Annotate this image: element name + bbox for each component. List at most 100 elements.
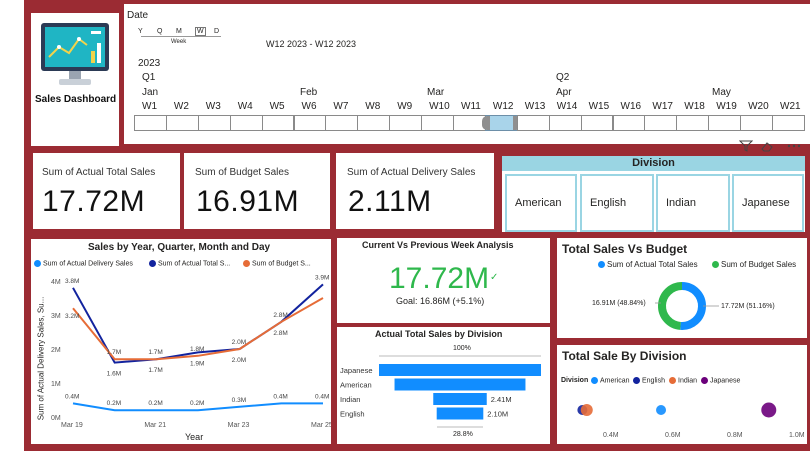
timeline-week-label: W8: [365, 101, 381, 112]
timeline-week-cell[interactable]: [612, 115, 646, 131]
timeline-week-label: W5: [269, 101, 285, 112]
funnel-bar: [394, 378, 526, 391]
scatter-title: Total Sale By Division: [562, 349, 687, 363]
timeline-week-cell[interactable]: [293, 115, 327, 131]
more-options-icon[interactable]: [786, 143, 802, 149]
timeline-week-label: W21: [780, 101, 801, 112]
timeline-week-label: W4: [237, 101, 253, 112]
data-label: 1.9M: [190, 360, 204, 367]
donut-card: Total Sales Vs Budget Sum of Actual Tota…: [557, 238, 807, 338]
timeline-week-label: W18: [684, 101, 705, 112]
granularity-m[interactable]: M: [176, 28, 182, 35]
timeline-week-cell[interactable]: [229, 115, 263, 131]
scatter-legend-american: American: [591, 377, 630, 384]
timeline-week-cell[interactable]: [516, 115, 550, 131]
timeline-week-cell[interactable]: [644, 115, 678, 131]
timeline-week-cell[interactable]: [165, 115, 199, 131]
timeline-week-label: W9: [397, 101, 413, 112]
funnel-card: Actual Total Sales by Division 100% 28.8…: [337, 327, 550, 444]
funnel-top-pct: 100%: [453, 345, 471, 352]
kpi-card-actual-delivery-sales: Sum of Actual Delivery Sales 2.11M: [336, 153, 494, 229]
donut-legend-actual: Sum of Actual Total Sales: [598, 260, 698, 269]
timeline-handle-left[interactable]: [481, 116, 490, 130]
data-label: 0.4M: [273, 393, 287, 400]
timeline-week-label: W6: [301, 101, 317, 112]
timeline-week-cell[interactable]: [389, 115, 423, 131]
timeline-week-cell[interactable]: [548, 115, 582, 131]
scatter-x-tick-label: 0.8M: [727, 432, 743, 439]
funnel-value-label: 2.10M: [487, 410, 508, 419]
donut-slice-0: [680, 282, 706, 330]
granularity-selected-label: Week: [171, 39, 187, 45]
x-tick-label: Mar 23: [228, 422, 250, 429]
data-label: 0.2M: [107, 400, 121, 407]
scatter-x-tick-label: 1.0M: [789, 432, 805, 439]
scatter-point-american: [656, 405, 667, 415]
data-label: 1.6M: [107, 371, 121, 378]
granularity-d[interactable]: D: [214, 28, 220, 35]
filter-icon[interactable]: [739, 140, 753, 152]
timeline-week-label: W1: [142, 101, 157, 112]
timeline-month-apr: Apr: [556, 87, 572, 98]
timeline-week-cell[interactable]: [325, 115, 359, 131]
data-label: 0.2M: [190, 400, 204, 407]
timeline-week-cell[interactable]: [197, 115, 231, 131]
scatter-legend-title: Division: [561, 377, 589, 384]
y-tick-label: 0M: [51, 415, 61, 422]
scatter-plot[interactable]: 0.4M 0.6M 0.8M 1.0M: [557, 345, 807, 444]
division-option-japanese[interactable]: Japanese: [732, 174, 804, 232]
donut-left-label: 16.91M (48.84%): [592, 300, 646, 307]
donut-plot[interactable]: [557, 238, 807, 338]
data-label: 1.8M: [190, 346, 204, 353]
timeline-week-cell[interactable]: [134, 115, 167, 131]
timeline-week-label: W17: [652, 101, 673, 112]
data-label: 2.8M: [273, 330, 287, 337]
granularity-y[interactable]: Y: [138, 28, 143, 35]
scatter-legend-indian: Indian: [669, 377, 697, 384]
timeline-week-cell[interactable]: [453, 115, 486, 131]
eraser-icon[interactable]: [760, 140, 774, 152]
timeline-year: 2023: [138, 58, 161, 69]
timeline-week-label: W12: [492, 101, 514, 112]
funnel-category-label: English: [340, 410, 365, 419]
timeline-month-may: May: [712, 87, 731, 98]
funnel-bar: [433, 393, 487, 405]
kpi-value: 17.72M: [42, 185, 146, 218]
kpi-label: Sum of Actual Delivery Sales: [347, 167, 476, 178]
kpi-value: 2.11M: [348, 185, 432, 218]
timeline-week-cell[interactable]: [708, 115, 742, 131]
funnel-value-label: 2.41M: [491, 395, 512, 404]
timeline-week-label: W10: [429, 101, 450, 112]
y-tick-label: 1M: [51, 381, 61, 388]
timeline-week-cell[interactable]: [261, 115, 295, 131]
week-analysis-goal: Goal: 16.86M (+5.1%): [396, 296, 485, 306]
timeline-week-cell[interactable]: [357, 115, 391, 131]
timeline-week-cell[interactable]: [772, 115, 805, 131]
granularity-q[interactable]: Q: [157, 28, 163, 35]
donut-title: Total Sales Vs Budget: [562, 242, 688, 256]
division-option-english[interactable]: English: [580, 174, 654, 232]
timeline-week-cell[interactable]: [676, 115, 710, 131]
kpi-card-budget-sales: Sum of Budget Sales 16.91M: [184, 153, 330, 229]
division-option-american[interactable]: American: [505, 174, 577, 232]
division-option-indian[interactable]: Indian: [656, 174, 730, 232]
week-analysis-card: Current Vs Previous Week Analysis 17.72M…: [337, 238, 550, 323]
timeline-week-cell[interactable]: [421, 115, 454, 131]
timeline-week-label: W19: [716, 101, 737, 112]
timeline-week-cell[interactable]: [580, 115, 614, 131]
granularity-selector[interactable]: Y Q M W D Week: [138, 27, 221, 45]
scatter-point-indian: [580, 404, 593, 416]
timeline-handle-right[interactable]: [512, 116, 521, 130]
timeline-week-cell[interactable]: [740, 115, 773, 131]
series-line-0: [72, 402, 323, 412]
funnel-plot[interactable]: Japanese American Indian 2.41M English 2.10M: [337, 327, 550, 444]
timeline-week-label: W7: [333, 101, 349, 112]
division-slicer-title: Division: [502, 156, 805, 171]
timeline-week-label: W11: [461, 101, 481, 112]
granularity-w[interactable]: W: [195, 27, 206, 36]
timeline-quarter-q1: Q1: [142, 72, 156, 83]
data-label: 3.9M: [315, 274, 329, 281]
data-label: 1.7M: [148, 349, 162, 356]
timeline-week-cell[interactable]: [481, 115, 521, 131]
